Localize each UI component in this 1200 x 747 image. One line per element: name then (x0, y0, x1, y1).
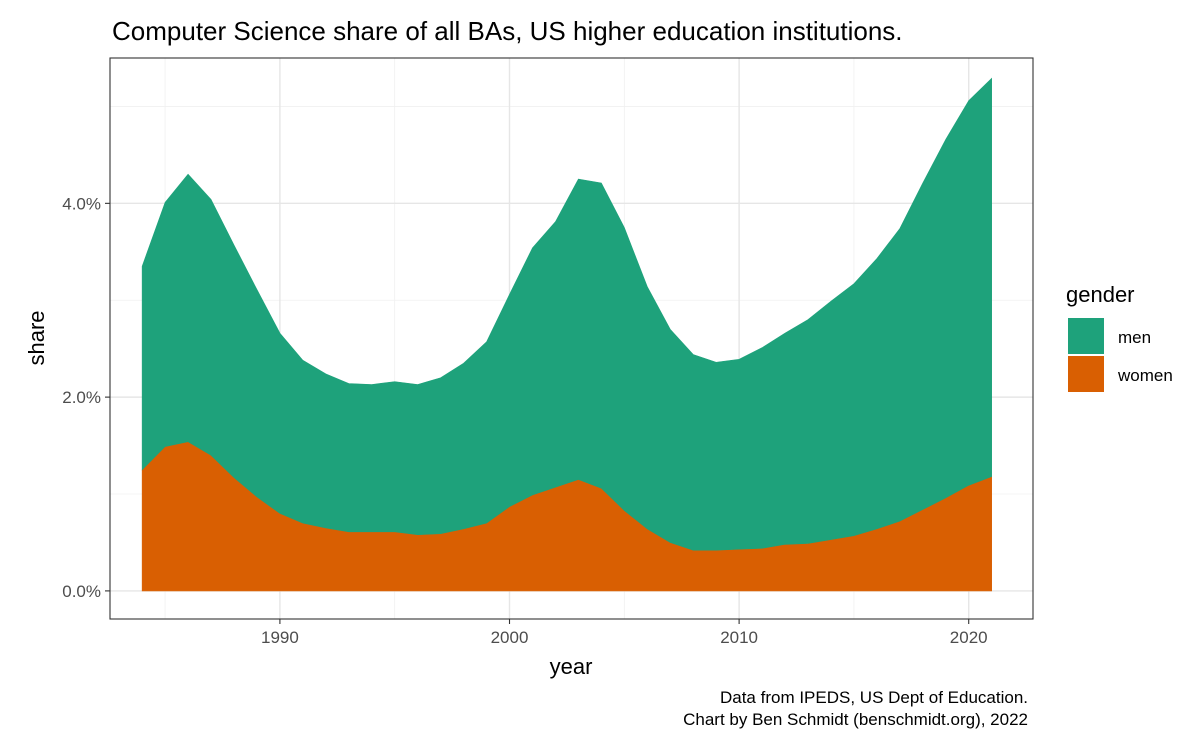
x-axis: 1990 2000 2010 2020 (261, 619, 988, 647)
legend-key-men (1068, 318, 1104, 354)
area-layer (141, 77, 992, 592)
x-tick-label: 2010 (720, 628, 758, 647)
y-tick-label: 0.0% (62, 582, 101, 601)
x-tick-label: 2020 (950, 628, 988, 647)
legend-label-men: men (1118, 328, 1151, 347)
caption-line-2: Chart by Ben Schmidt (benschmidt.org), 2… (683, 710, 1028, 729)
chart-title: Computer Science share of all BAs, US hi… (112, 16, 903, 46)
x-tick-label: 2000 (491, 628, 529, 647)
area-series-men (141, 77, 992, 551)
x-axis-label: year (550, 654, 593, 679)
caption-line-1: Data from IPEDS, US Dept of Education. (720, 688, 1028, 707)
y-tick-label: 2.0% (62, 388, 101, 407)
legend-label-women: women (1117, 366, 1173, 385)
y-axis: 0.0% 2.0% 4.0% (62, 194, 110, 601)
legend-key-women (1068, 356, 1104, 392)
y-axis-label: share (24, 310, 49, 365)
legend-title: gender (1066, 282, 1135, 307)
y-tick-label: 4.0% (62, 194, 101, 213)
x-tick-label: 1990 (261, 628, 299, 647)
legend-items: men women (1068, 318, 1173, 392)
legend: gender men women (1066, 282, 1173, 392)
plot-border (109, 57, 1034, 620)
